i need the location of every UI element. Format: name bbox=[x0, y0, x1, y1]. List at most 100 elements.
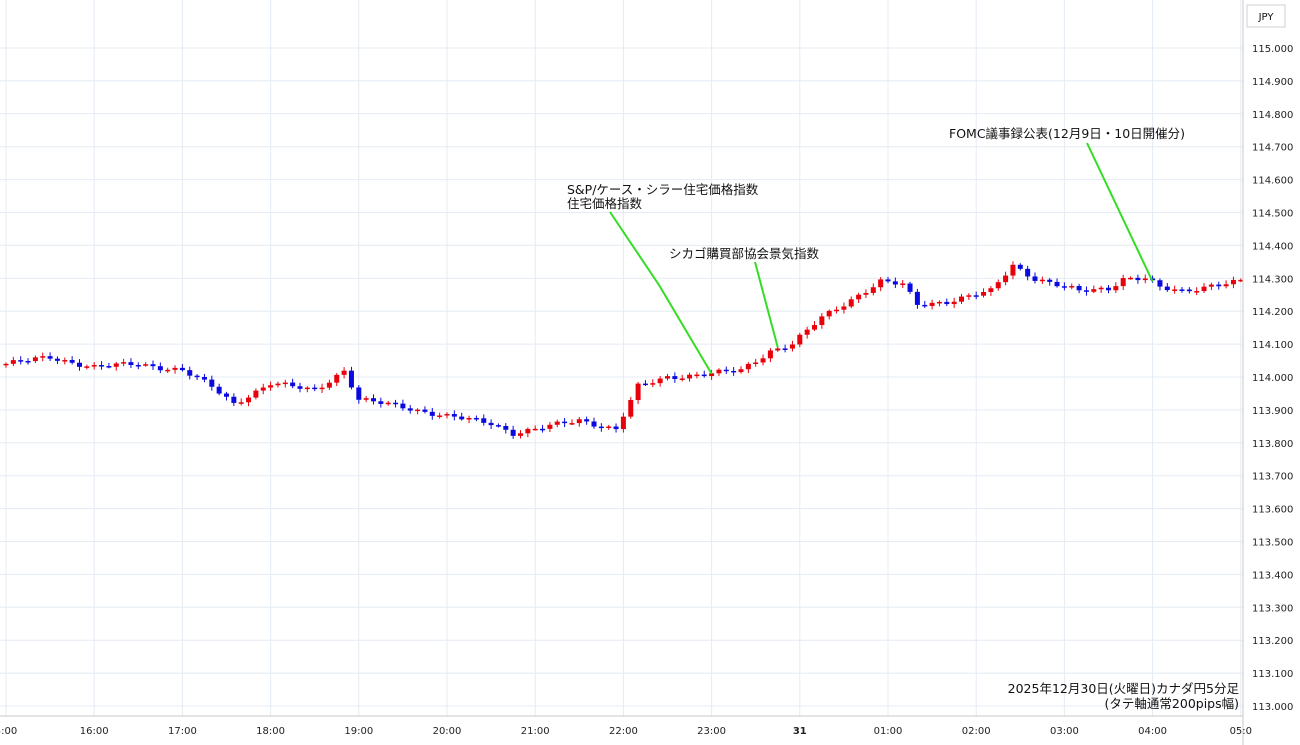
candle-down bbox=[69, 360, 75, 363]
candle-down bbox=[187, 370, 193, 376]
candle-down bbox=[944, 301, 950, 305]
y-tick-label: 113.500 bbox=[1252, 538, 1293, 549]
candle-up bbox=[1142, 278, 1148, 281]
y-tick-label: 113.800 bbox=[1252, 439, 1293, 450]
candle-up bbox=[687, 374, 693, 379]
candle-up bbox=[797, 334, 803, 345]
candle-down bbox=[297, 386, 303, 389]
candle-down bbox=[25, 361, 31, 363]
y-tick-label: 113.400 bbox=[1252, 570, 1293, 581]
candle-down bbox=[1216, 284, 1222, 287]
candle-down bbox=[54, 358, 60, 361]
candle-down bbox=[99, 365, 105, 367]
x-tick-label: 22:00 bbox=[609, 726, 638, 737]
y-tick-label: 113.900 bbox=[1252, 406, 1293, 417]
candle-up bbox=[995, 282, 1001, 289]
candle-down bbox=[1083, 290, 1089, 292]
candle-up bbox=[1069, 285, 1075, 288]
candle-up bbox=[444, 414, 450, 416]
candles bbox=[3, 261, 1244, 439]
candle-down bbox=[642, 383, 648, 386]
x-tick-label: 16:00 bbox=[80, 726, 109, 737]
candle-up bbox=[650, 383, 656, 385]
candle-up bbox=[246, 397, 252, 403]
y-tick-label: 113.300 bbox=[1252, 603, 1293, 614]
candle-down bbox=[488, 422, 494, 426]
candle-down bbox=[128, 362, 134, 366]
candle-up bbox=[716, 369, 722, 374]
candle-up bbox=[1194, 291, 1200, 293]
currency-box bbox=[1246, 4, 1286, 28]
candle-down bbox=[922, 304, 928, 307]
chart-caption-line1: 2025年12月30日(火曜日)カナダ円5分足 bbox=[1008, 681, 1240, 696]
x-tick-labels: 5:00 16:00 17:00 18:00 19:00 20:00 21:00 22:00 2… bbox=[0, 726, 1252, 737]
y-tick-label: 114.000 bbox=[1252, 373, 1293, 384]
candle-down bbox=[473, 418, 479, 420]
candle-up bbox=[966, 295, 972, 297]
x-tick-label: 03:00 bbox=[1050, 726, 1079, 737]
candle-up bbox=[1003, 275, 1009, 283]
annotation-leader-line bbox=[609, 211, 713, 375]
candle-up bbox=[1230, 279, 1236, 285]
candle-up bbox=[620, 416, 626, 430]
candle-down bbox=[47, 356, 53, 359]
candle-up bbox=[326, 382, 332, 388]
x-tick-label: 04:00 bbox=[1138, 726, 1167, 737]
y-tick-label: 113.700 bbox=[1252, 472, 1293, 483]
candle-up bbox=[518, 433, 523, 436]
candle-down bbox=[591, 421, 597, 427]
candle-down bbox=[723, 369, 729, 372]
candle-down bbox=[562, 421, 568, 424]
x-tick-label: 21:00 bbox=[521, 726, 550, 737]
candle-up bbox=[143, 364, 149, 366]
candle-down bbox=[224, 393, 229, 397]
candle-up bbox=[466, 418, 472, 420]
candle-down bbox=[378, 401, 384, 404]
candle-up bbox=[253, 390, 259, 398]
candle-up bbox=[3, 363, 9, 366]
candle-up bbox=[172, 367, 178, 370]
candle-down bbox=[312, 387, 318, 390]
candle-up bbox=[819, 316, 825, 326]
candle-up bbox=[113, 363, 119, 367]
candle-up bbox=[268, 385, 274, 388]
annotation-leader-line bbox=[754, 261, 779, 348]
x-tick-label: 18:00 bbox=[256, 726, 285, 737]
candle-up bbox=[1128, 277, 1134, 280]
candle-up bbox=[532, 428, 538, 431]
annotation-leader-line bbox=[1086, 142, 1154, 283]
candle-down bbox=[356, 387, 362, 400]
candle-down bbox=[1076, 285, 1082, 291]
candle-up bbox=[848, 299, 854, 307]
candle-up bbox=[1091, 289, 1097, 292]
candle-up bbox=[385, 402, 391, 405]
candle-down bbox=[393, 402, 399, 405]
candle-down bbox=[179, 367, 185, 371]
candle-down bbox=[77, 362, 82, 367]
candle-up bbox=[834, 309, 840, 312]
x-tick-label: 02:00 bbox=[962, 726, 991, 737]
candle-down bbox=[106, 366, 112, 368]
candle-up bbox=[1010, 264, 1016, 276]
candle-down bbox=[290, 382, 296, 387]
candle-up bbox=[804, 329, 810, 335]
annotation-label: S&P/ケース・シラー住宅価格指数 bbox=[567, 182, 759, 197]
candle-down bbox=[907, 283, 913, 292]
candle-up bbox=[40, 356, 46, 358]
candle-up bbox=[951, 301, 957, 305]
y-tick-label: 114.400 bbox=[1252, 241, 1293, 252]
candle-up bbox=[32, 357, 38, 362]
candle-up bbox=[767, 350, 773, 359]
candle-down bbox=[371, 398, 376, 402]
y-tick-label: 114.900 bbox=[1252, 77, 1293, 88]
candle-up bbox=[679, 378, 685, 380]
candle-down bbox=[1017, 264, 1023, 269]
y-tick-label: 114.700 bbox=[1252, 143, 1293, 154]
candle-down bbox=[150, 364, 156, 367]
candle-down bbox=[584, 419, 590, 422]
candle-down bbox=[782, 348, 788, 350]
candle-down bbox=[973, 295, 979, 297]
candle-down bbox=[1135, 277, 1141, 281]
candle-up bbox=[363, 398, 369, 400]
